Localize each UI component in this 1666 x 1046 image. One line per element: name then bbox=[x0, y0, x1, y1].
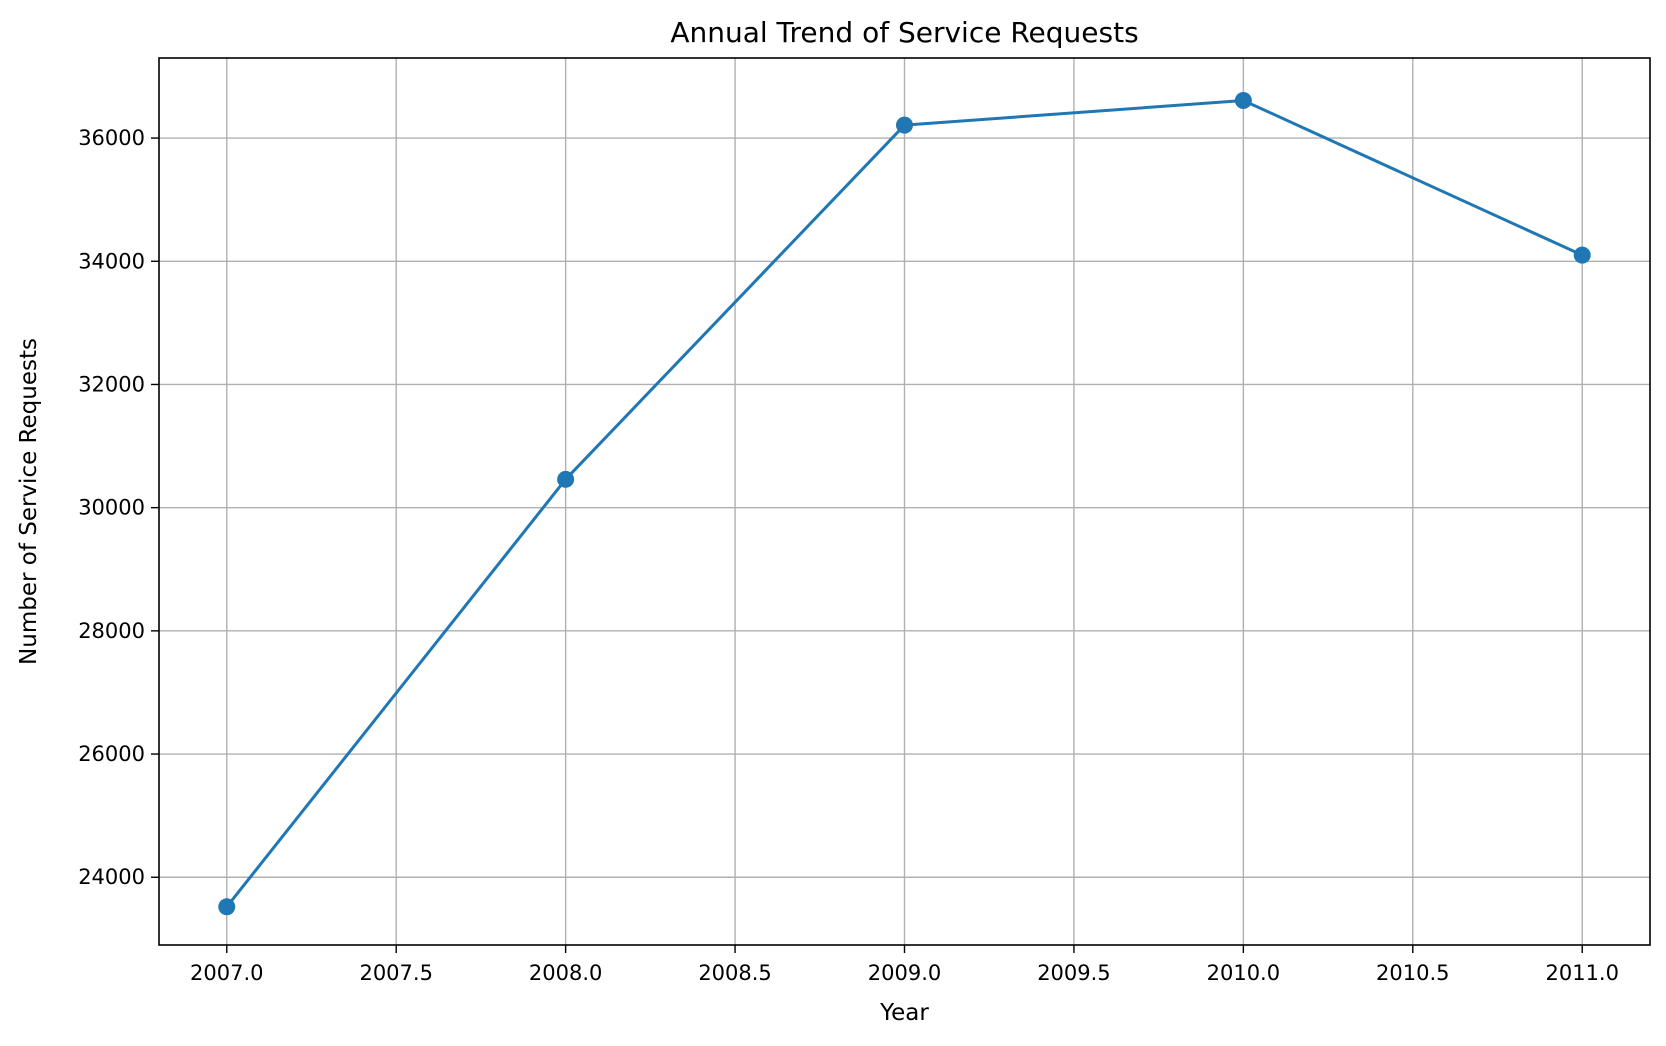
y-tick-label: 26000 bbox=[78, 742, 145, 766]
y-tick-label: 30000 bbox=[78, 496, 145, 520]
data-point bbox=[557, 470, 575, 488]
x-tick-label: 2007.0 bbox=[190, 961, 263, 985]
y-tick-label: 24000 bbox=[78, 865, 145, 889]
y-axis-label: Number of Service Requests bbox=[16, 338, 42, 665]
x-ticks: 2007.0 2007.5 2008.0 2008.5 2009.0 2009.5 2010… bbox=[190, 945, 1619, 985]
x-tick-label: 2011.0 bbox=[1545, 961, 1618, 985]
y-ticks: 24000 26000 28000 30000 32000 34000 36000 bbox=[78, 126, 159, 889]
x-tick-label: 2010.5 bbox=[1376, 961, 1449, 985]
x-tick-label: 2009.5 bbox=[1037, 961, 1110, 985]
data-point bbox=[1234, 92, 1252, 110]
x-tick-label: 2009.0 bbox=[868, 961, 941, 985]
x-tick-label: 2008.0 bbox=[529, 961, 602, 985]
x-tick-label: 2010.0 bbox=[1207, 961, 1280, 985]
x-tick-label: 2008.5 bbox=[698, 961, 771, 985]
data-point bbox=[1573, 246, 1591, 264]
x-axis-label: Year bbox=[879, 1000, 929, 1026]
data-point bbox=[896, 116, 913, 134]
x-tick-label: 2007.5 bbox=[359, 961, 432, 985]
data-point bbox=[218, 898, 236, 916]
y-tick-label: 32000 bbox=[78, 372, 145, 396]
y-tick-label: 28000 bbox=[78, 619, 145, 643]
y-tick-label: 36000 bbox=[78, 126, 145, 150]
series-layer bbox=[218, 92, 1591, 916]
x-gridlines bbox=[226, 58, 1583, 945]
y-tick-label: 34000 bbox=[78, 249, 145, 273]
chart-title: Annual Trend of Service Requests bbox=[670, 16, 1138, 49]
y-gridlines bbox=[159, 137, 1650, 878]
